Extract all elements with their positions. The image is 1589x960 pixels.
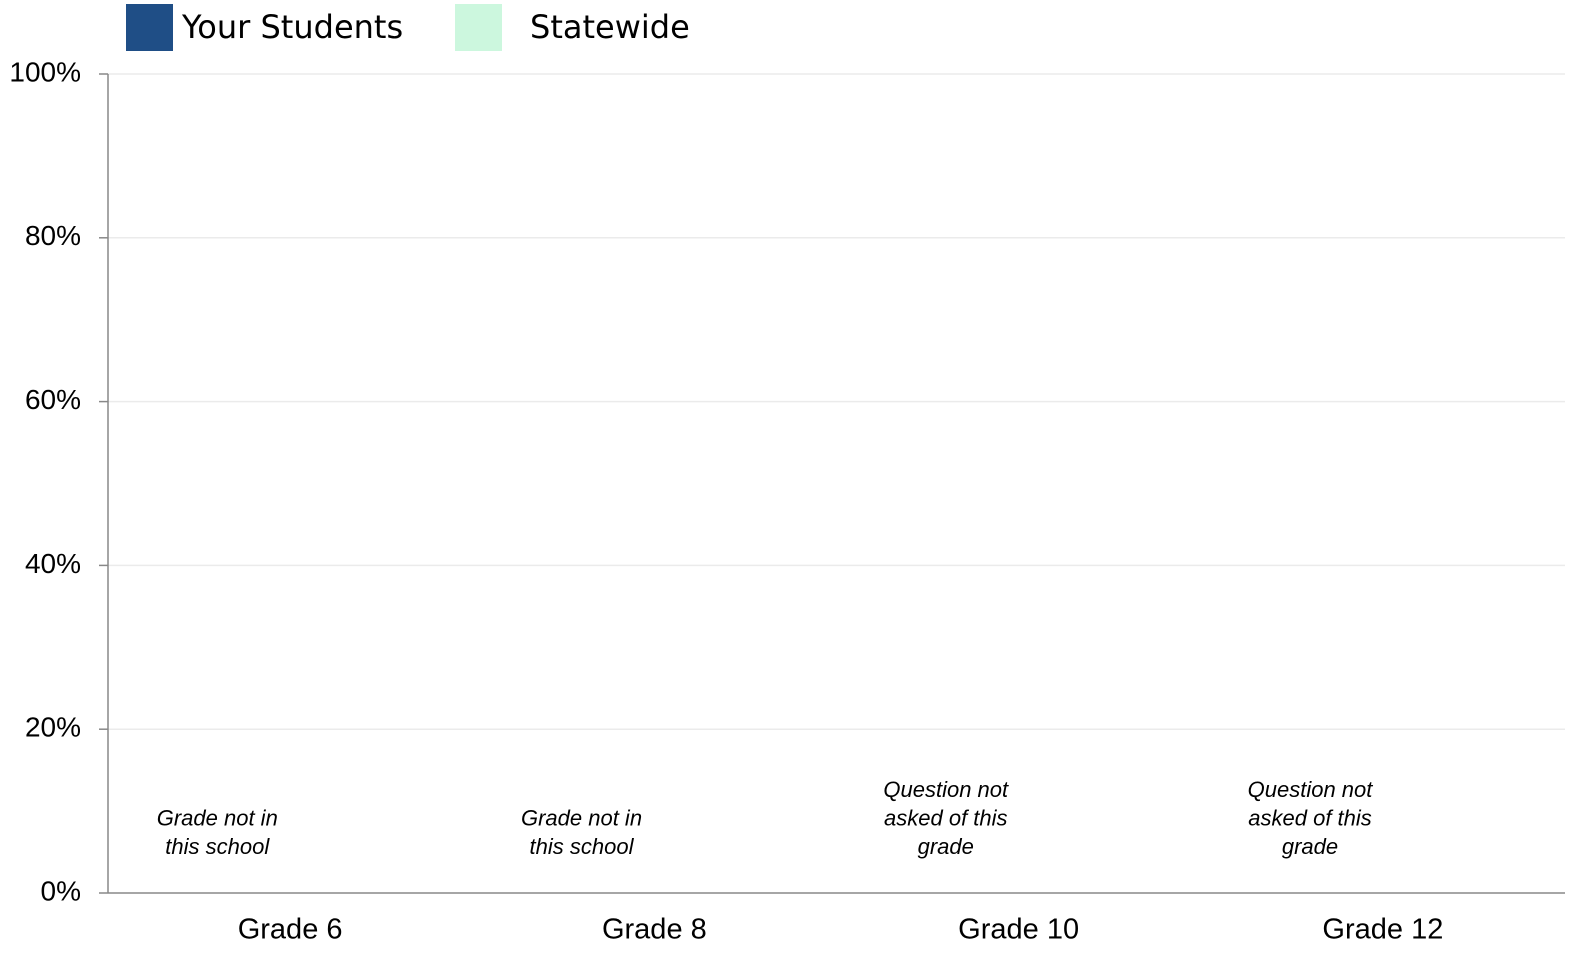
annotation: this school	[165, 834, 270, 859]
y-tick-label: 100%	[9, 56, 81, 87]
annotation: Question not	[883, 777, 1009, 802]
x-tick-label: Grade 12	[1322, 914, 1443, 946]
x-tick-label: Grade 8	[602, 914, 707, 946]
legend-label: Statewide	[530, 8, 690, 46]
x-tick-label: Grade 6	[238, 914, 343, 946]
legend-swatch	[455, 4, 502, 51]
annotation: this school	[530, 834, 635, 859]
legend-swatch	[126, 4, 173, 51]
annotation: Grade not in	[157, 805, 278, 830]
y-tick-label: 20%	[25, 712, 81, 743]
annotation: grade	[918, 834, 974, 859]
y-tick-label: 60%	[25, 384, 81, 415]
annotation: asked of this	[884, 805, 1008, 830]
legend-label: Your Students	[181, 8, 403, 46]
annotation: grade	[1282, 834, 1338, 859]
annotation: asked of this	[1248, 805, 1372, 830]
y-tick-label: 40%	[25, 548, 81, 579]
annotation: Question not	[1248, 777, 1374, 802]
x-tick-label: Grade 10	[958, 914, 1079, 946]
y-tick-label: 0%	[41, 875, 81, 906]
y-tick-label: 80%	[25, 220, 81, 251]
annotation: Grade not in	[521, 805, 642, 830]
